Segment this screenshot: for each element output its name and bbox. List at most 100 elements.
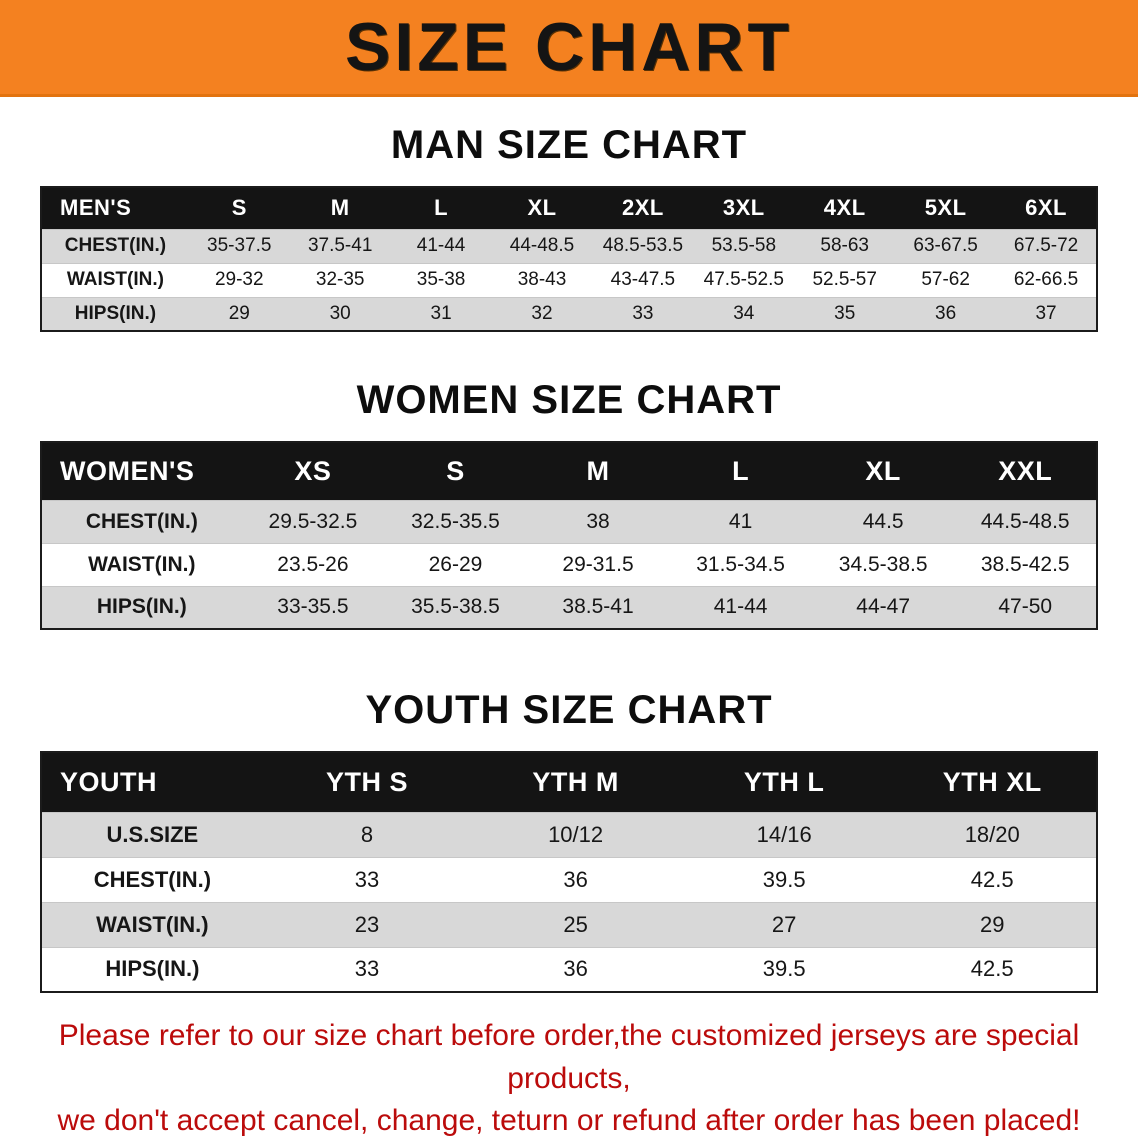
value-cell: 35-37.5 (188, 228, 290, 263)
size-header-cell: 2XL (592, 187, 694, 229)
men-section-heading: MAN SIZE CHART (390, 123, 748, 167)
men-size-table: MEN'S S M L XL 2XL 3XL 4XL 5XL 6XL CHEST(IN.) 35-37… (40, 186, 1098, 332)
value-cell: 33 (592, 296, 694, 331)
table-row: WAIST(IN.) 23 25 27 29 (41, 901, 1097, 947)
table-row: HIPS(IN.) 29 30 31 32 33 34 35 36 37 (41, 296, 1097, 331)
table-row: HIPS(IN.) 33-35.5 35.5-38.5 38.5-41 41-44 44-… (41, 585, 1097, 629)
size-header-cell: YTH S (262, 752, 472, 812)
size-header-cell: 5XL (895, 187, 997, 229)
size-header-cell: L (390, 187, 492, 229)
size-header-cell: XS (241, 442, 385, 500)
table-row: U.S.SIZE 8 10/12 14/16 18/20 (41, 811, 1097, 857)
value-cell: 14/16 (679, 811, 889, 857)
value-cell: 31 (390, 296, 492, 331)
value-cell: 37 (996, 296, 1097, 331)
value-cell: 36 (471, 856, 680, 902)
value-cell: 47.5-52.5 (693, 262, 795, 297)
youth-section-heading: YOUTH SIZE CHART (365, 688, 773, 732)
men-size-chart-section: MAN SIZE CHART MEN'S S M L XL 2XL 3XL 4XL 5XL 6XL… (0, 123, 1138, 332)
disclaimer-line-2: we don't accept cancel, change, teturn o… (57, 1104, 1081, 1138)
disclaimer: Please refer to our size chart before or… (0, 1015, 1138, 1143)
value-cell: 29.5-32.5 (241, 499, 385, 543)
women-size-table: WOMEN'S XS S M L XL XXL CHEST(IN.) 29.5-32.5 32.5… (40, 441, 1098, 630)
size-charts: MAN SIZE CHART MEN'S S M L XL 2XL 3XL 4XL 5XL 6XL… (0, 123, 1138, 993)
value-cell: 34 (693, 296, 795, 331)
value-cell: 42.5 (888, 946, 1097, 992)
value-cell: 38.5-42.5 (954, 542, 1097, 586)
value-cell: 57-62 (895, 262, 997, 297)
value-cell: 23 (262, 901, 472, 947)
value-cell: 44-47 (811, 585, 955, 629)
value-cell: 8 (262, 811, 472, 857)
table-row: WAIST(IN.) 23.5-26 26-29 29-31.5 31.5-34.5 34… (41, 542, 1097, 586)
disclaimer-line-1: Please refer to our size chart before or… (58, 1019, 1080, 1095)
size-header-cell: M (289, 187, 391, 229)
women-size-chart-section: WOMEN SIZE CHART WOMEN'S XS S M L XL XXL CHEST(… (0, 378, 1138, 630)
size-header-cell: YTH L (679, 752, 889, 812)
value-cell: 35-38 (390, 262, 492, 297)
banner: SIZE CHART (0, 0, 1138, 97)
table-header-row: YOUTH YTH S YTH M YTH L YTH XL (41, 752, 1097, 812)
row-label-cell: WAIST(IN.) (41, 901, 263, 947)
value-cell: 18/20 (888, 811, 1097, 857)
youth-size-table: YOUTH YTH S YTH M YTH L YTH XL U.S.SIZE 8 10/12… (40, 751, 1098, 993)
value-cell: 44.5 (811, 499, 955, 543)
page-title: SIZE CHART (345, 9, 793, 85)
value-cell: 37.5-41 (289, 228, 391, 263)
value-cell: 38 (526, 499, 670, 543)
value-cell: 32 (491, 296, 593, 331)
value-cell: 35 (794, 296, 896, 331)
value-cell: 48.5-53.5 (592, 228, 694, 263)
value-cell: 33 (262, 856, 472, 902)
value-cell: 53.5-58 (693, 228, 795, 263)
value-cell: 41 (669, 499, 812, 543)
value-cell: 31.5-34.5 (669, 542, 812, 586)
row-label-cell: U.S.SIZE (41, 811, 263, 857)
row-label-cell: CHEST(IN.) (41, 856, 263, 902)
table-title-cell: YOUTH (41, 752, 263, 812)
table-row: CHEST(IN.) 29.5-32.5 32.5-35.5 38 41 44.5 44.5… (41, 499, 1097, 543)
size-header-cell: 4XL (794, 187, 896, 229)
value-cell: 32-35 (289, 262, 391, 297)
value-cell: 62-66.5 (996, 262, 1097, 297)
table-title-cell: MEN'S (41, 187, 189, 229)
size-header-cell: XXL (954, 442, 1097, 500)
size-header-cell: 3XL (693, 187, 795, 229)
value-cell: 47-50 (954, 585, 1097, 629)
value-cell: 34.5-38.5 (811, 542, 955, 586)
table-row: HIPS(IN.) 33 36 39.5 42.5 (41, 946, 1097, 992)
table-row: WAIST(IN.) 29-32 32-35 35-38 38-43 43-47.5 47.… (41, 262, 1097, 297)
women-section-heading: WOMEN SIZE CHART (356, 378, 782, 422)
value-cell: 44-48.5 (491, 228, 593, 263)
value-cell: 58-63 (794, 228, 896, 263)
value-cell: 42.5 (888, 856, 1097, 902)
value-cell: 23.5-26 (241, 542, 385, 586)
size-header-cell: YTH M (471, 752, 680, 812)
value-cell: 10/12 (471, 811, 680, 857)
size-header-cell: 6XL (996, 187, 1097, 229)
size-header-cell: YTH XL (888, 752, 1097, 812)
size-header-cell: XL (811, 442, 955, 500)
row-label-cell: HIPS(IN.) (41, 296, 189, 331)
value-cell: 29 (188, 296, 290, 331)
row-label-cell: CHEST(IN.) (41, 499, 242, 543)
value-cell: 43-47.5 (592, 262, 694, 297)
value-cell: 38.5-41 (526, 585, 670, 629)
row-label-cell: WAIST(IN.) (41, 542, 242, 586)
value-cell: 67.5-72 (996, 228, 1097, 263)
table-header-row: WOMEN'S XS S M L XL XXL (41, 442, 1097, 500)
table-row: CHEST(IN.) 35-37.5 37.5-41 41-44 44-48.5 48.5… (41, 228, 1097, 263)
value-cell: 25 (471, 901, 680, 947)
table-title-cell: WOMEN'S (41, 442, 242, 500)
value-cell: 33-35.5 (241, 585, 385, 629)
value-cell: 39.5 (679, 856, 889, 902)
row-label-cell: CHEST(IN.) (41, 228, 189, 263)
table-row: CHEST(IN.) 33 36 39.5 42.5 (41, 856, 1097, 902)
value-cell: 39.5 (679, 946, 889, 992)
value-cell: 52.5-57 (794, 262, 896, 297)
value-cell: 26-29 (384, 542, 527, 586)
value-cell: 35.5-38.5 (384, 585, 527, 629)
size-header-cell: M (526, 442, 670, 500)
value-cell: 29-32 (188, 262, 290, 297)
table-header-row: MEN'S S M L XL 2XL 3XL 4XL 5XL 6XL (41, 187, 1097, 229)
